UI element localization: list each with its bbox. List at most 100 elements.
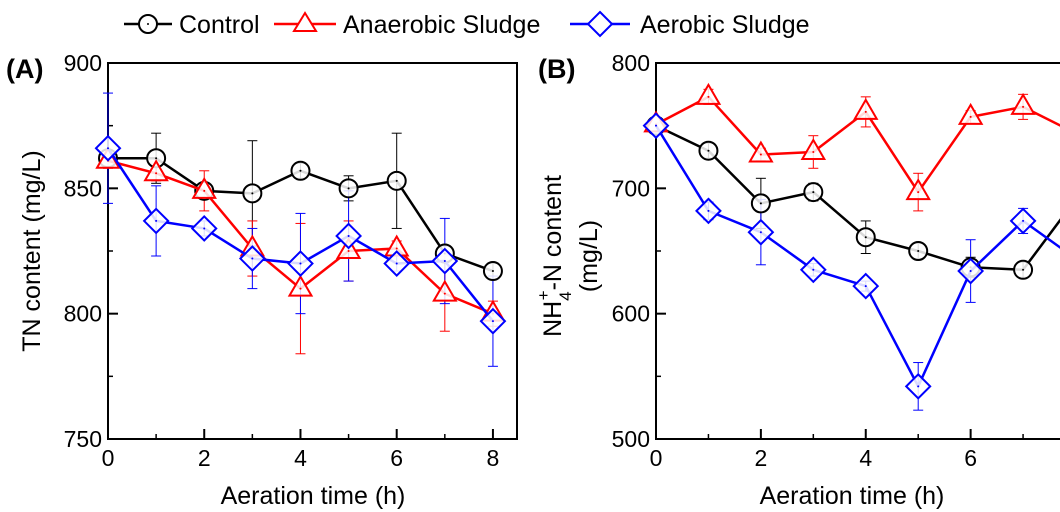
panel-b-point-aerobic-sludge-center xyxy=(969,270,972,273)
panel-a-y-tick-label: 900 xyxy=(64,50,102,76)
panel-b-series-line-aerobic-sludge xyxy=(654,125,1060,388)
panel-a-x-tick-label: 0 xyxy=(102,445,115,471)
panel-a-point-aerobic-sludge-center xyxy=(155,219,158,222)
panel-b-point-aerobic-sludge-center xyxy=(1022,219,1025,222)
panel-a-y-tick-label: 850 xyxy=(64,175,102,201)
panel-b-x-tick-label: 6 xyxy=(964,445,977,471)
panel-b-point-anaerobic-sludge-center xyxy=(917,191,920,194)
panel-b-point-aerobic-sludge-center xyxy=(707,209,710,212)
y-title-subscript: 4 xyxy=(556,291,575,300)
panel-a-point-anaerobic-sludge xyxy=(287,274,314,297)
panel-b-point-aerobic-sludge-center xyxy=(917,385,920,388)
panel-b-point-anaerobic-sludge-center xyxy=(1022,105,1025,108)
panel-a-point-aerobic-sludge-center xyxy=(491,320,494,323)
panel-b-point-anaerobic-sludge-center xyxy=(812,150,815,153)
panel-a-point-anaerobic-sludge-center xyxy=(155,172,158,175)
panel-a-plot-frame xyxy=(107,62,518,440)
panel-a-point-aerobic-sludge-center xyxy=(347,234,350,237)
panel-a-y-tick-label: 750 xyxy=(64,426,102,452)
panel-b-y-tick-label: 800 xyxy=(612,50,650,76)
panel-b-point-aerobic-sludge-center xyxy=(864,285,867,288)
panel-b-point-anaerobic-sludge xyxy=(905,178,931,201)
panel-a-point-aerobic-sludge-center xyxy=(299,262,302,265)
panel-a-errorbars xyxy=(103,92,498,367)
panel-b-point-anaerobic-sludge-center xyxy=(707,95,710,98)
panel-b-point-anaerobic-sludge xyxy=(853,97,879,120)
panel-b-point-control-center xyxy=(917,250,920,252)
panel-b-point-control-center xyxy=(864,236,867,239)
panel-b-point-anaerobic-sludge xyxy=(748,140,774,163)
legend-item-anaerobic: Anaerobic Sludge xyxy=(274,11,540,39)
svg-text:NH4+-N content: NH4+-N content xyxy=(534,175,575,337)
panel-b-x-tick-label: 0 xyxy=(650,445,663,471)
y-title-unit: (mg/L) xyxy=(575,220,603,292)
panel-b-point-anaerobic-sludge xyxy=(1010,92,1036,115)
panel-a-point-aerobic-sludge-center xyxy=(203,227,206,230)
panel-a-point-anaerobic-sludge xyxy=(143,159,169,182)
panel-a-y-axis-title: TN content (mg/L) xyxy=(18,150,46,351)
panel-a-point-control-center xyxy=(251,192,254,195)
panel-b-point-aerobic-sludge-center xyxy=(759,231,762,234)
panel-b-y-tick-label: 700 xyxy=(612,175,650,201)
panel-a-y-tick-label: 800 xyxy=(64,301,102,327)
panel-b-y-tick-label: 600 xyxy=(612,301,650,327)
panel-a-x-tick-label: 6 xyxy=(390,445,403,471)
y-title-superscript: + xyxy=(534,290,553,300)
panel-a-point-aerobic-sludge-center xyxy=(251,257,254,260)
panel-a-point-aerobic-sludge-center xyxy=(395,262,398,265)
panel-a-point-control-center xyxy=(395,179,398,182)
panel-a-ticks: 0 2 4 6 8 750 800 850 900 xyxy=(64,50,500,471)
panel-a-x-tick-label: 8 xyxy=(487,445,500,471)
panel-b-errorbars xyxy=(651,88,1029,411)
panel-b-series xyxy=(642,82,1060,400)
panel-a-point-anaerobic-sludge-center xyxy=(347,250,350,252)
panel-b-label: (B) xyxy=(538,54,575,84)
panel-b-point-aerobic-sludge-center xyxy=(812,268,815,271)
panel-b-x-tick-label: 2 xyxy=(754,445,767,471)
panel-b-point-control-center xyxy=(759,202,762,205)
panel-b-y-axis-title: NH4+-N content (mg/L) xyxy=(534,175,603,337)
panel-b-point-aerobic-sludge-center xyxy=(655,124,657,127)
panel-a-x-tick-label: 2 xyxy=(198,445,211,471)
legend-item-control: Control xyxy=(124,11,260,39)
legend-label-aerobic: Aerobic Sludge xyxy=(640,11,810,39)
panel-b-x-axis-title: Aeration time (h) xyxy=(760,482,945,510)
panel-a-point-control-center xyxy=(347,187,350,190)
panel-b-point-anaerobic-sludge-center xyxy=(969,115,972,118)
panel-a-point-anaerobic-sludge xyxy=(432,279,458,302)
panel-a-point-aerobic-sludge-center xyxy=(443,260,446,263)
legend-label-anaerobic: Anaerobic Sludge xyxy=(343,11,540,39)
panel-a-point-anaerobic-sludge-center xyxy=(203,189,206,192)
panel-b: (B) 02468500600700800 Aeration time (h) … xyxy=(534,50,1060,510)
panel-a-point-control-center xyxy=(155,157,158,160)
panel-b-x-tick-label: 4 xyxy=(859,445,872,471)
panel-a-series xyxy=(94,134,507,335)
panel-b-point-control-center xyxy=(812,191,815,194)
panel-b-series-line-anaerobic-sludge xyxy=(655,95,1060,194)
y-title-rest: -N content xyxy=(539,175,567,290)
panel-b-point-control-center xyxy=(1022,268,1025,271)
panel-a-point-aerobic-sludge-center xyxy=(107,147,109,150)
panel-b-point-anaerobic-sludge-center xyxy=(864,110,867,113)
panel-a-point-control-center xyxy=(299,169,302,172)
panel-b-ticks: 02468500600700800 xyxy=(612,50,1024,471)
legend-label-control: Control xyxy=(179,11,260,39)
legend: Control Anaerobic Sludge Aerobic Sludge xyxy=(124,10,810,39)
panel-a-point-anaerobic-sludge-center xyxy=(395,247,398,250)
panel-a-point-anaerobic-sludge-center xyxy=(443,292,446,295)
panel-b-point-anaerobic-sludge-center xyxy=(759,153,762,156)
panel-a-point-anaerobic-sludge xyxy=(191,176,217,199)
panel-b-point-anaerobic-sludge xyxy=(695,82,722,105)
panel-b-point-anaerobic-sludge xyxy=(800,137,827,160)
panel-a-point-anaerobic-sludge-center xyxy=(299,287,302,290)
panel-b-y-tick-label: 500 xyxy=(612,426,650,452)
panel-b-point-anaerobic-sludge xyxy=(957,102,984,125)
panel-a-x-axis-title: Aeration time (h) xyxy=(221,482,406,510)
y-title-nh: NH xyxy=(539,301,567,337)
panel-b-point-control-center xyxy=(707,149,710,152)
legend-item-aerobic: Aerobic Sludge xyxy=(570,10,810,39)
panel-a-point-control-center xyxy=(491,270,494,273)
panel-a-label: (A) xyxy=(6,54,43,84)
